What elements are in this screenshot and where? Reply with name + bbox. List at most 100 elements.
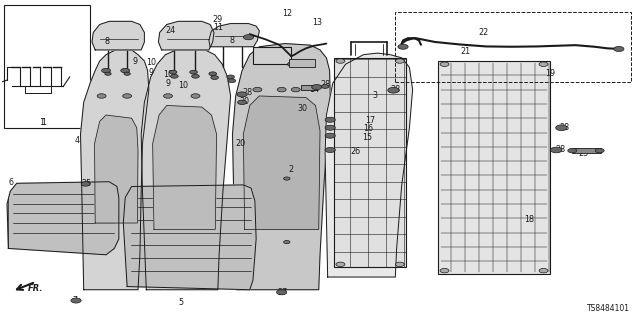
Circle shape	[253, 87, 262, 92]
Text: 30: 30	[239, 97, 250, 106]
Polygon shape	[95, 115, 138, 223]
Text: 10: 10	[164, 70, 173, 78]
Circle shape	[124, 72, 131, 75]
Text: 28: 28	[555, 145, 565, 154]
Text: 23: 23	[579, 149, 589, 158]
Text: 6: 6	[9, 178, 14, 187]
Text: 14: 14	[309, 85, 319, 94]
Polygon shape	[81, 50, 149, 290]
Text: 30: 30	[297, 104, 307, 113]
Circle shape	[170, 70, 177, 74]
Circle shape	[171, 74, 178, 78]
Circle shape	[121, 68, 130, 73]
Text: 15: 15	[362, 133, 372, 142]
Circle shape	[237, 92, 247, 97]
Text: 25: 25	[81, 179, 92, 188]
Text: 5: 5	[178, 298, 183, 307]
Circle shape	[325, 133, 335, 138]
Bar	[334, 58, 406, 268]
Text: 4: 4	[75, 136, 80, 145]
Text: 12: 12	[282, 9, 292, 18]
Text: 20: 20	[236, 139, 246, 148]
Circle shape	[336, 262, 345, 267]
Text: 19: 19	[545, 69, 555, 78]
Text: FR.: FR.	[28, 284, 43, 293]
Circle shape	[97, 94, 106, 98]
Polygon shape	[159, 21, 214, 50]
Text: 28: 28	[559, 123, 570, 132]
Circle shape	[614, 47, 624, 51]
Text: 28: 28	[390, 85, 401, 94]
Text: 16: 16	[364, 124, 373, 133]
Text: 10: 10	[147, 58, 156, 67]
Text: 28: 28	[320, 80, 330, 89]
Circle shape	[336, 59, 345, 63]
Text: TS8484101: TS8484101	[587, 304, 630, 313]
Bar	[289, 59, 315, 67]
Circle shape	[539, 62, 548, 66]
Circle shape	[209, 72, 216, 76]
Circle shape	[325, 125, 335, 130]
Text: 26: 26	[350, 147, 360, 156]
Polygon shape	[232, 44, 330, 290]
Bar	[438, 61, 550, 274]
Bar	[4, 5, 90, 128]
Circle shape	[291, 87, 300, 92]
Polygon shape	[7, 182, 119, 255]
Circle shape	[284, 177, 290, 180]
Circle shape	[440, 269, 449, 273]
Bar	[253, 47, 291, 64]
Text: 9: 9	[133, 56, 138, 65]
Text: 11: 11	[212, 23, 223, 32]
Circle shape	[228, 79, 236, 83]
Text: 13: 13	[312, 19, 322, 27]
Text: 1: 1	[42, 118, 47, 127]
Circle shape	[568, 148, 577, 153]
Text: 24: 24	[166, 26, 175, 35]
Text: 29: 29	[212, 15, 223, 24]
Polygon shape	[325, 53, 413, 277]
Text: 22: 22	[478, 28, 488, 37]
Text: 17: 17	[365, 116, 375, 125]
Circle shape	[325, 147, 335, 152]
Circle shape	[191, 74, 199, 78]
Circle shape	[325, 117, 335, 122]
Text: 10: 10	[178, 81, 188, 90]
Text: 3: 3	[372, 92, 378, 100]
Polygon shape	[153, 106, 216, 229]
Circle shape	[102, 68, 111, 73]
Bar	[395, 12, 631, 82]
Text: 28: 28	[243, 88, 253, 97]
Circle shape	[81, 182, 90, 186]
Text: 7: 7	[73, 296, 78, 305]
Text: 9: 9	[149, 68, 154, 77]
Circle shape	[398, 44, 408, 49]
Circle shape	[189, 70, 197, 74]
Text: 8: 8	[105, 38, 110, 47]
Text: 9: 9	[166, 79, 171, 88]
Circle shape	[396, 59, 404, 63]
Circle shape	[550, 147, 562, 153]
Circle shape	[287, 62, 296, 66]
Circle shape	[539, 269, 548, 273]
Circle shape	[396, 262, 404, 267]
Text: 1: 1	[40, 117, 45, 127]
Circle shape	[237, 100, 246, 105]
Circle shape	[105, 72, 111, 75]
Circle shape	[277, 87, 286, 92]
Circle shape	[595, 148, 604, 153]
Text: 8: 8	[229, 36, 234, 45]
Circle shape	[71, 298, 81, 303]
Polygon shape	[92, 21, 145, 50]
Text: 2: 2	[288, 165, 293, 174]
Text: 27: 27	[278, 288, 288, 297]
Circle shape	[164, 94, 173, 98]
Circle shape	[556, 125, 567, 130]
Circle shape	[284, 241, 290, 244]
Circle shape	[312, 85, 322, 90]
Text: 18: 18	[524, 215, 534, 224]
Polygon shape	[209, 24, 259, 47]
Circle shape	[388, 87, 399, 93]
Circle shape	[123, 94, 132, 98]
Circle shape	[276, 290, 287, 295]
